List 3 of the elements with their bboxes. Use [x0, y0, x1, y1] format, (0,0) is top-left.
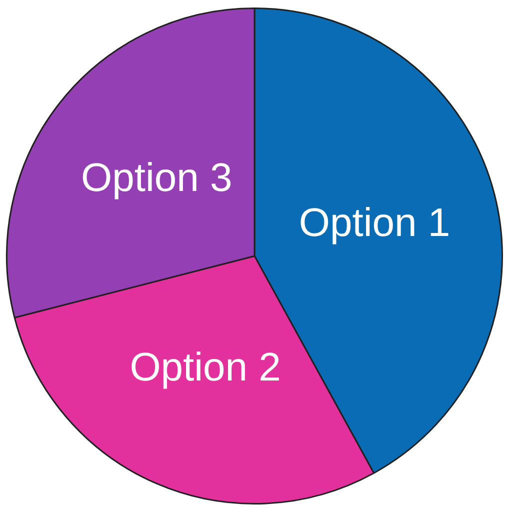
- slice-label: Option 2: [130, 346, 281, 390]
- slice-label: Option 3: [81, 156, 232, 200]
- slice-label: Option 1: [298, 201, 450, 246]
